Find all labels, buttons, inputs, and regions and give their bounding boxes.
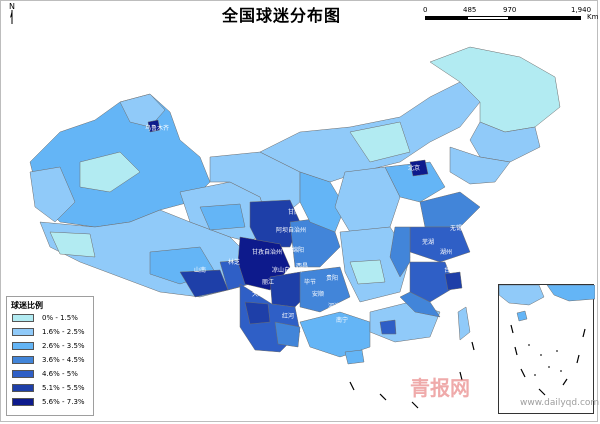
- city-label-anshun: 安顺: [312, 290, 324, 298]
- china-choropleth-map: 乌鲁木齐 北京 天津 甘南 阿坝自治州 林芝 山南 甘孜自治州 凉山自治州 丽江…: [29, 46, 561, 409]
- legend-item: 0% - 1.5%: [12, 313, 78, 323]
- legend-label: 1.6% - 2.5%: [42, 328, 85, 336]
- legend-swatch: [12, 384, 34, 392]
- city-label-beijing: 北京: [408, 164, 420, 172]
- north-arrow: N: [4, 2, 22, 26]
- scale-seg-1: [425, 16, 467, 20]
- north-label: N: [9, 2, 15, 11]
- city-label-hechi: 河池: [328, 302, 340, 310]
- legend-swatch: [12, 370, 34, 378]
- legend-label: 2.6% - 3.5%: [42, 342, 85, 350]
- legend-label: 5.1% - 5.5%: [42, 384, 85, 392]
- city-label-lijiang: 丽江: [262, 279, 274, 286]
- city-label-ganzi: 甘孜自治州: [252, 248, 282, 256]
- watermark-url: www.dailyqd.com: [520, 398, 600, 408]
- region-xinjiang-light: [79, 151, 141, 193]
- legend-item: 2.6% - 3.5%: [12, 341, 85, 351]
- region-hainan: [344, 349, 365, 365]
- city-label-mianyang: 绵阳: [292, 246, 304, 254]
- region-guangxi: [299, 311, 371, 358]
- region-hunan-mid: [349, 259, 386, 285]
- city-label-tianjin: 天津: [460, 185, 472, 192]
- region-jiangsu: [409, 226, 471, 263]
- legend-title: 球迷比例: [11, 301, 43, 310]
- city-label-guiyang: 贵阳: [326, 274, 338, 282]
- region-taiwan: [457, 306, 471, 341]
- city-label-aba: 阿坝自治州: [276, 226, 306, 234]
- region-anhui: [389, 226, 411, 278]
- region-shandong: [419, 191, 481, 228]
- legend-swatch: [12, 356, 34, 364]
- region-kashi: [29, 166, 76, 223]
- city-label-bijie: 毕节: [304, 278, 316, 286]
- region-aba: [249, 199, 301, 248]
- region-tibet-light: [49, 231, 96, 258]
- city-label-nanning: 南宁: [336, 316, 348, 324]
- region-beijing: [409, 159, 429, 177]
- scale-tick-3: 1,940: [571, 6, 592, 14]
- city-label-gannan: 甘南: [288, 208, 300, 216]
- region-xinjiang-north: [119, 93, 166, 128]
- region-zhejiang: [409, 261, 456, 303]
- legend-item: 4.6% - 5%: [12, 369, 78, 379]
- region-guangdong-dark: [379, 319, 397, 335]
- city-label-liangshan: 凉山自治州: [272, 266, 302, 274]
- region-inner-mongolia-light: [349, 121, 411, 163]
- region-dali: [244, 301, 271, 325]
- region-guizhou: [299, 266, 351, 313]
- legend-label: 0% - 1.5%: [42, 314, 78, 322]
- legend-item: 1.6% - 2.5%: [12, 327, 85, 337]
- city-label-shannan: 山南: [194, 266, 206, 274]
- city-label-xichang: 西昌: [296, 263, 308, 270]
- region-taizhou: [444, 271, 463, 291]
- region-jilin: [469, 121, 541, 163]
- region-honghe: [274, 321, 301, 348]
- scale-seg-3: [509, 16, 581, 20]
- scale-tick-2: 970: [503, 6, 517, 14]
- legend-swatch: [12, 314, 34, 322]
- south-china-sea-inset: [498, 284, 596, 414]
- legend-label: 5.6% - 7.3%: [42, 398, 85, 406]
- legend-swatch: [12, 398, 34, 406]
- city-label-huzhou: 湖州: [440, 248, 452, 256]
- city-label-dali: 大理: [252, 290, 264, 298]
- legend-swatch: [12, 328, 34, 336]
- region-liaoning: [449, 146, 511, 185]
- scale-tick-0: 0: [423, 6, 428, 14]
- region-fujian: [399, 291, 441, 318]
- scale-unit: Km: [587, 13, 599, 21]
- city-label-wuxi: 无锡: [450, 224, 462, 232]
- legend-label: 3.6% - 4.5%: [42, 356, 85, 364]
- city-label-wuhu: 芜湖: [422, 238, 434, 246]
- legend-item: 3.6% - 4.5%: [12, 355, 85, 365]
- legend-item: 5.1% - 5.5%: [12, 383, 85, 393]
- legend-swatch: [12, 342, 34, 350]
- scale-tick-1: 485: [463, 6, 477, 14]
- legend: 球迷比例 0% - 1.5% 1.6% - 2.5% 2.6% - 3.5% 3…: [6, 296, 94, 416]
- map-title: 全国球迷分布图: [222, 6, 342, 25]
- nine-dash-line: [349, 341, 475, 409]
- watermark-logo: 青报网: [410, 376, 470, 400]
- legend-item: 5.6% - 7.3%: [12, 397, 85, 407]
- city-label-honghe: 红河: [282, 312, 294, 320]
- city-label-nyingchi: 林芝: [228, 258, 240, 266]
- city-label-urumqi: 乌鲁木齐: [145, 124, 169, 132]
- scale-bar: 0 485 970 1,940 Km: [423, 4, 599, 26]
- inset-map: [498, 284, 596, 396]
- region-urumqi: [147, 119, 161, 133]
- region-qinghai-mid: [199, 203, 246, 231]
- north-arrow-icon: [10, 10, 13, 24]
- scale-seg-2: [467, 16, 509, 20]
- region-shaanxi: [299, 171, 346, 233]
- city-label-taizhou: 台州: [444, 266, 456, 274]
- legend-label: 4.6% - 5%: [42, 370, 78, 378]
